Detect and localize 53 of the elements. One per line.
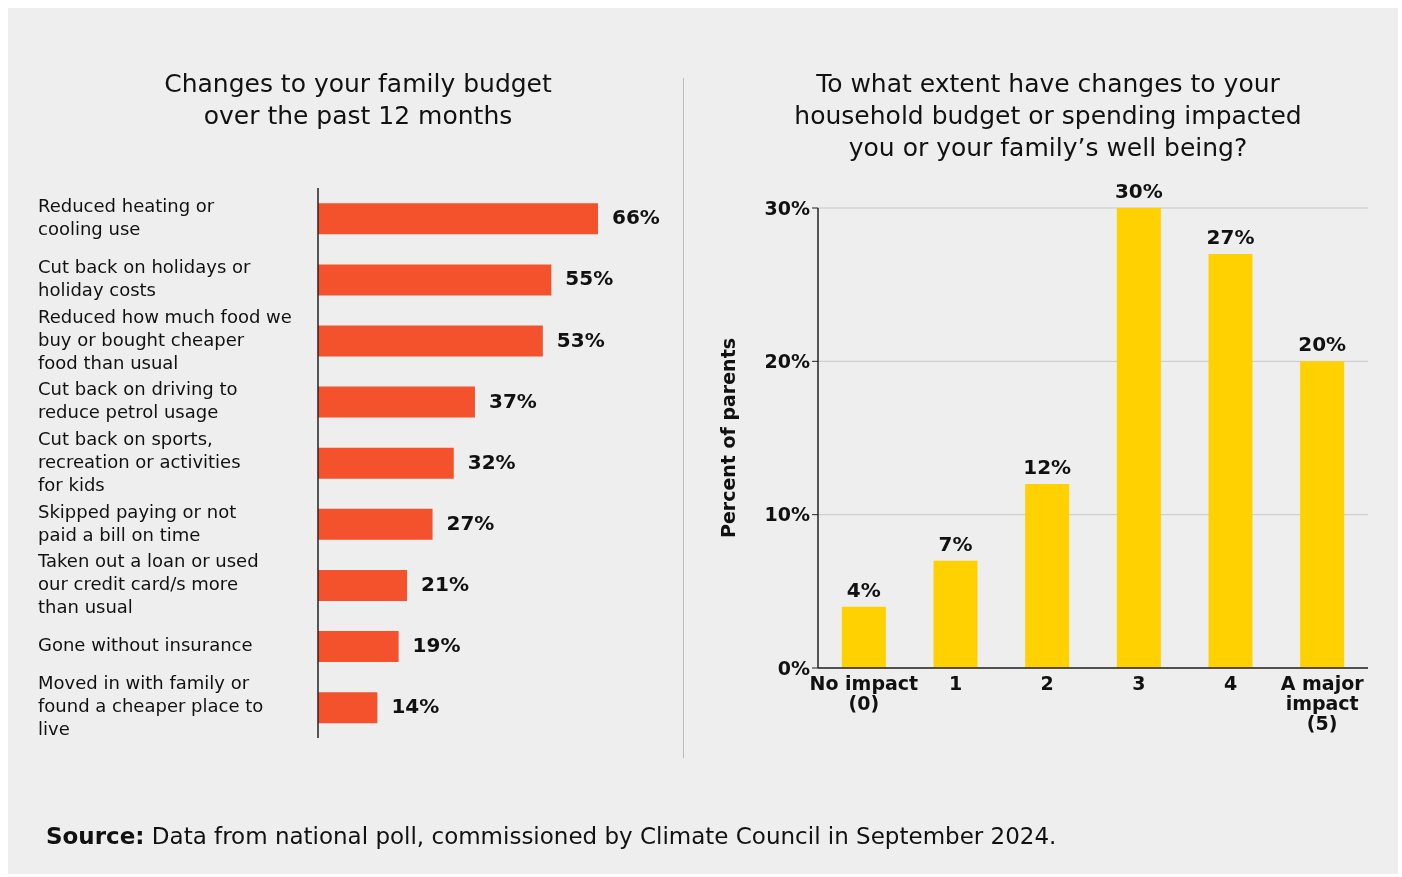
y-tick-label: Cut back on holidays or holiday costs — [38, 256, 252, 301]
y-axis-title: Percent of parents — [716, 337, 739, 539]
y-tick-label: 20% — [764, 350, 810, 373]
bar — [318, 447, 454, 479]
data-label: 37% — [488, 388, 537, 413]
y-tick-label: Skipped paying or not paid a bill on time — [38, 500, 237, 545]
y-tick-label: Reduced how much food we buy or bought cheaper food than usual — [38, 305, 292, 373]
data-label: 4% — [846, 577, 881, 602]
data-label: 27% — [1206, 225, 1255, 249]
bar — [933, 560, 978, 668]
x-tick-label: 4 — [1223, 672, 1238, 694]
y-tick-label: Cut back on sports, recreation or activities for kids — [38, 428, 241, 495]
bar — [841, 606, 886, 668]
data-label: 20% — [1298, 332, 1347, 357]
data-label: 27% — [446, 510, 495, 535]
data-label: 30% — [1114, 179, 1163, 203]
data-label: 55% — [565, 266, 614, 291]
bar — [1025, 484, 1070, 668]
x-tick-label: 3 — [1132, 672, 1146, 694]
x-tick-label: 2 — [1040, 672, 1054, 694]
source-note: Source: Data from national poll, commissioned by Climate Council in September 2024. — [46, 823, 1057, 849]
x-tick-label: A major impact (5) — [1280, 672, 1365, 734]
bar — [318, 203, 598, 235]
y-tick-label: 10% — [764, 503, 810, 526]
data-label: 14% — [391, 694, 440, 719]
data-label: 21% — [421, 571, 469, 596]
bar — [318, 508, 433, 540]
bar — [1116, 208, 1161, 668]
bar — [318, 386, 475, 418]
data-label: 32% — [467, 449, 516, 474]
x-tick-label: No impact (0) — [809, 672, 919, 714]
data-label: 12% — [1023, 455, 1072, 479]
bar — [1208, 254, 1253, 668]
bar — [318, 264, 552, 296]
y-tick-label: Moved in with family or found a cheaper place to live — [38, 672, 264, 740]
y-tick-label: Cut back on driving to reduce petrol usage — [38, 378, 238, 423]
bar — [318, 325, 543, 357]
data-label: 53% — [556, 327, 605, 352]
x-tick-label: 1 — [948, 672, 963, 694]
y-tick-label: Taken out a loan or used our credit card/s more than usual — [37, 550, 259, 618]
data-label: 19% — [412, 633, 461, 658]
bar — [318, 631, 399, 663]
bar — [318, 569, 408, 601]
y-tick-label: Gone without insurance — [38, 634, 253, 656]
data-label: 66% — [612, 205, 660, 230]
bar — [318, 692, 378, 724]
chart-title: Changes to your family budget over the past 12 months — [164, 68, 552, 132]
chart-title: To what extent have changes to your household budget or spending impacted you or your family’s well being? — [794, 68, 1302, 164]
y-tick-label: 30% — [764, 196, 810, 219]
bar — [1300, 361, 1345, 668]
y-tick-label: 0% — [777, 656, 810, 679]
y-tick-label: Reduced heating or cooling use — [38, 195, 215, 240]
data-label: 7% — [938, 531, 973, 556]
